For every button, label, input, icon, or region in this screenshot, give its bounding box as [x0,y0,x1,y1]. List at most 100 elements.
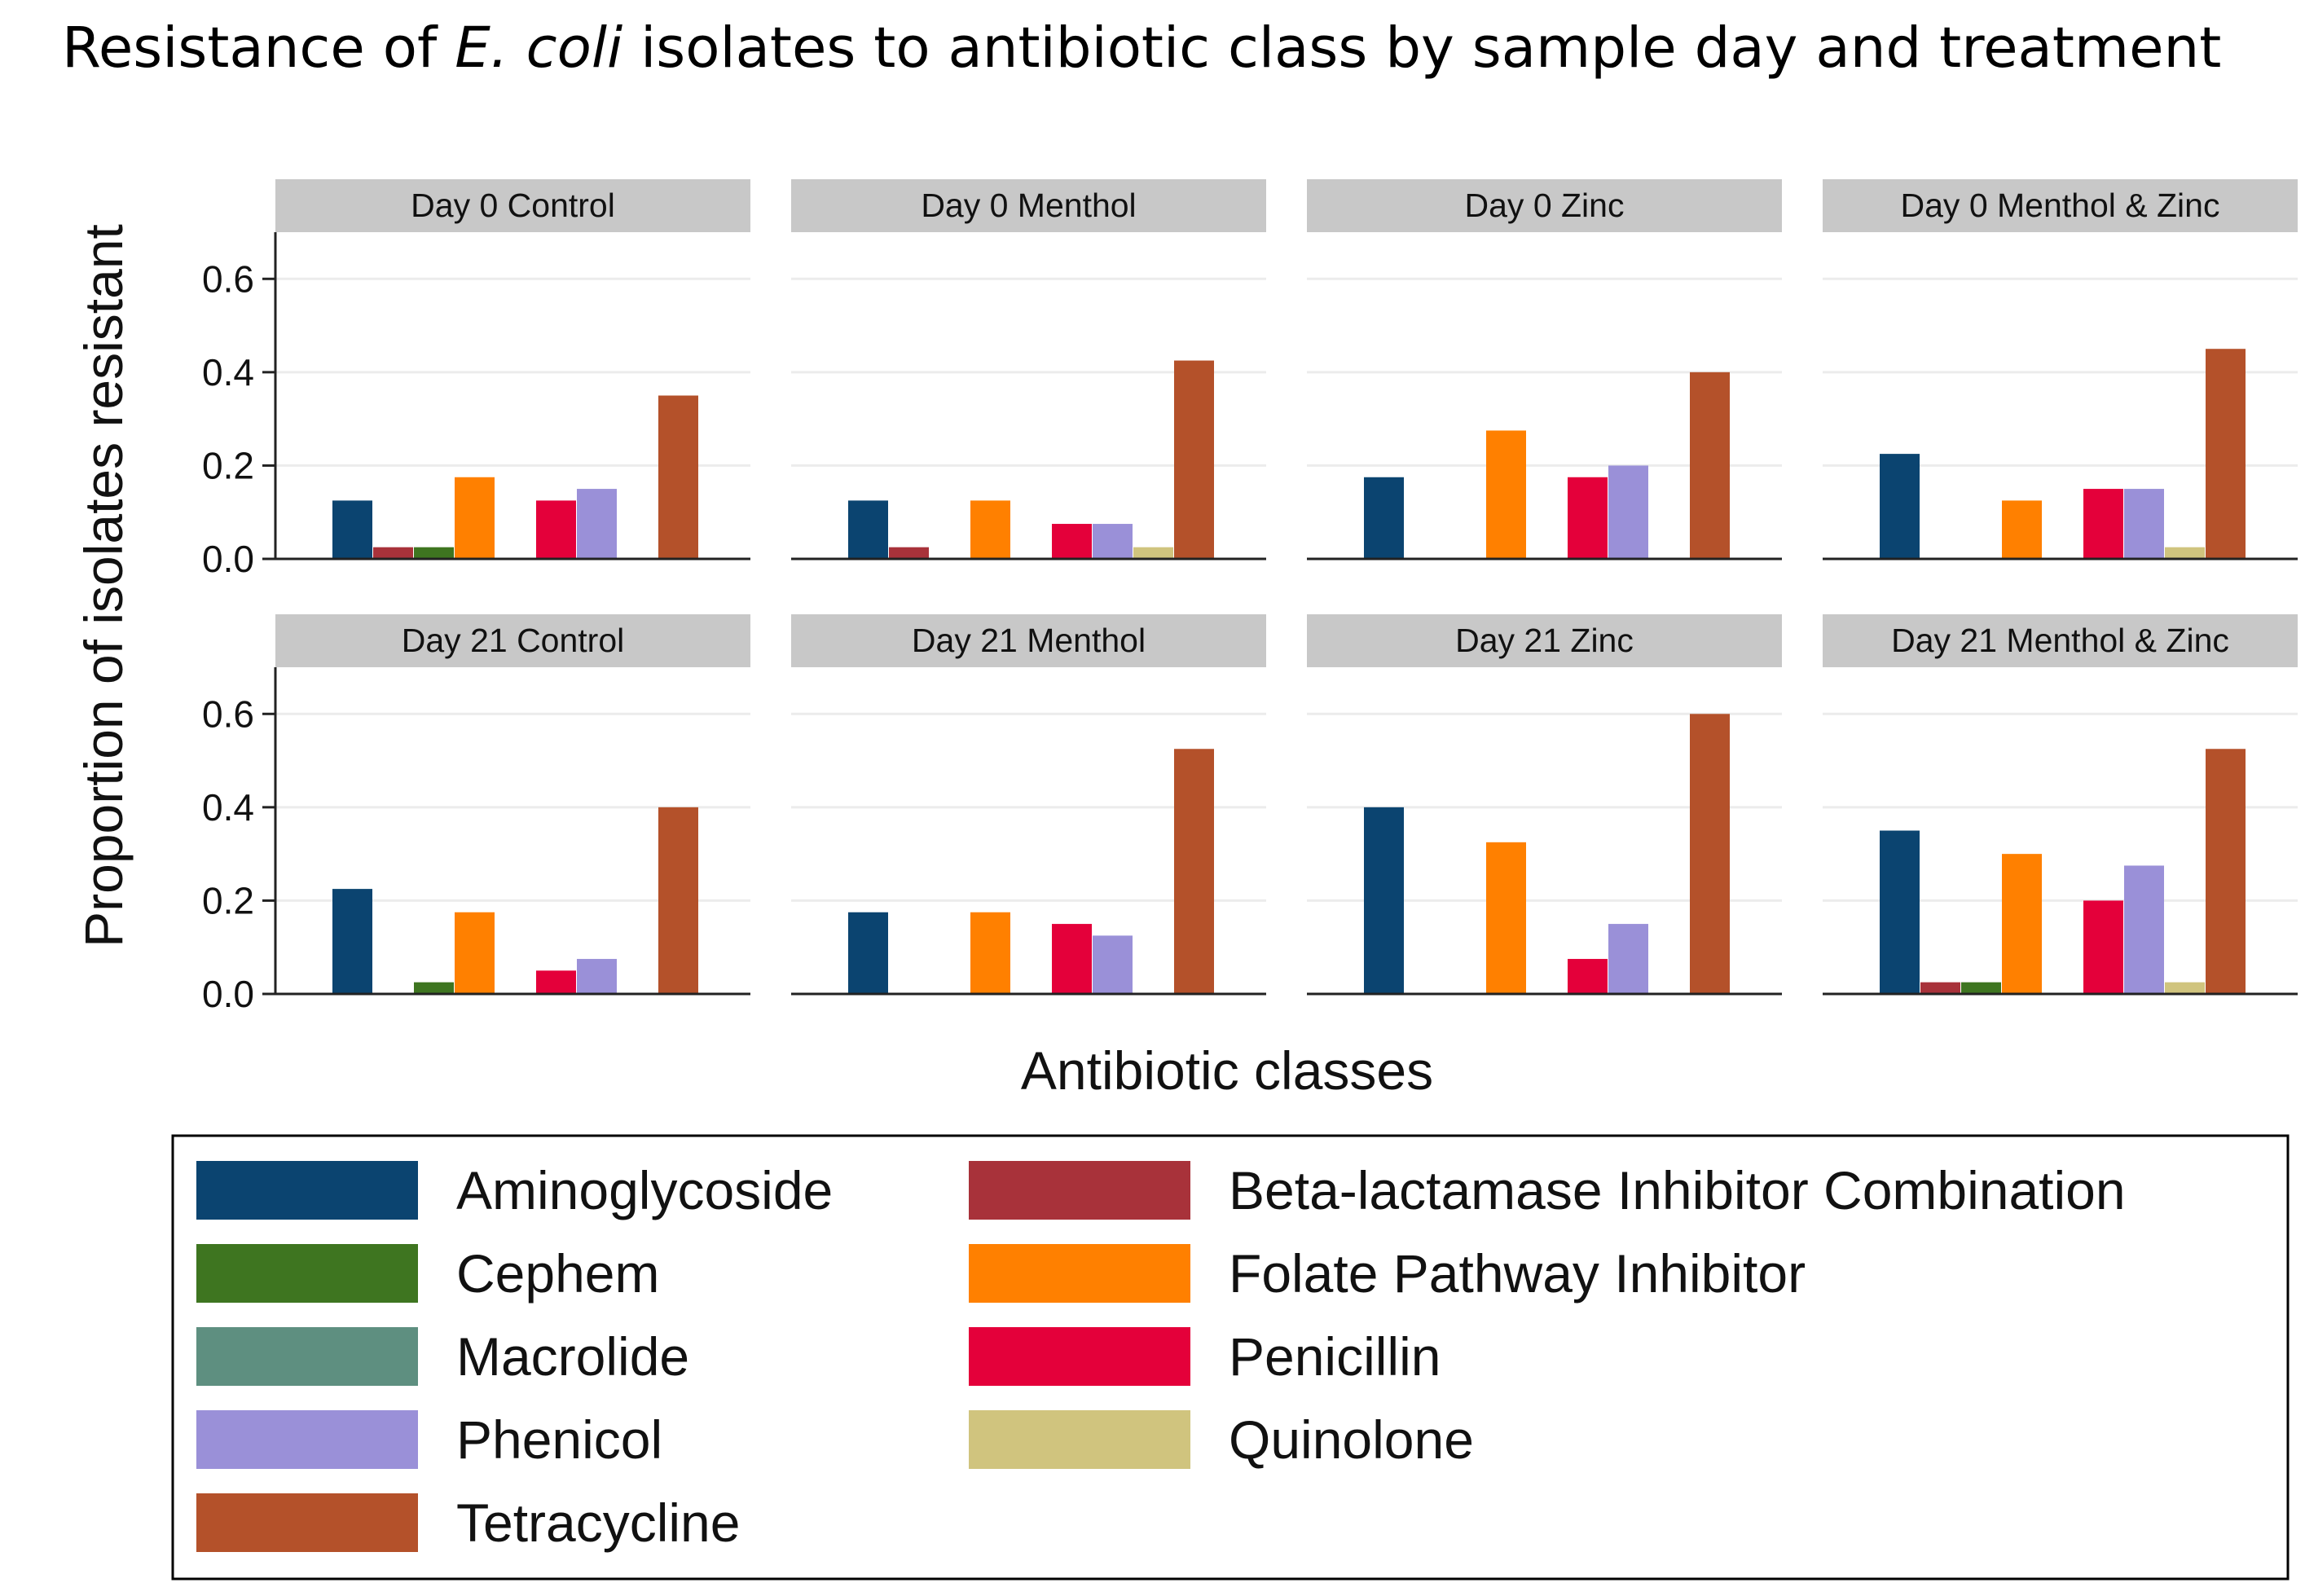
bar [332,500,372,559]
facet-label: Day 0 Menthol & Zinc [1901,187,2220,224]
y-axis: 0.0 0.2 0.4 0.6 [202,232,277,580]
legend-swatch [969,1244,1190,1303]
legend-swatch [969,1327,1190,1386]
facet-strip [1823,179,2298,232]
bar [889,547,929,559]
legend-label: Beta-lactamase Inhibitor Combination [1229,1160,2126,1220]
legend-label: Penicillin [1229,1326,1441,1387]
facet-panel: Day 21 Zinc [1307,614,1782,996]
bar [1920,982,1960,994]
y-tick-label: 0.2 [202,444,254,486]
facet-panel: Day 21 Menthol & Zinc [1823,614,2298,996]
facet-label: Day 0 Menthol [921,187,1136,224]
bar [1093,935,1133,994]
facet-label: Day 21 Menthol & Zinc [1891,622,2229,659]
y-tick-label: 0.6 [202,692,254,735]
legend-swatch [969,1410,1190,1469]
bar [1133,547,1173,559]
bar [577,959,617,994]
bar [970,500,1010,559]
bar [536,500,576,559]
bar [1880,454,1920,559]
legend-item: Aminoglycoside [196,1160,833,1220]
bar [1052,524,1092,559]
chart-title-prefix: Resistance of [62,15,455,81]
facet-label: Day 0 Control [411,187,615,224]
bar [332,889,372,994]
facet-panel: Day 21 Menthol [791,614,1266,996]
chart-title: Resistance of E. coli isolates to antibi… [62,15,2221,82]
bar [414,547,454,559]
bar [455,477,495,559]
y-tick-label: 0.4 [202,351,254,394]
bar [2083,489,2123,559]
bar [2165,982,2205,994]
bar [970,912,1010,994]
legend-swatch [196,1410,418,1469]
bar [1486,842,1526,994]
bar [848,912,888,994]
legend: Aminoglycoside Beta-lactamase Inhibitor C… [171,1134,2290,1581]
bar [1608,465,1648,559]
bar [1093,524,1133,559]
y-tick-label: 0.6 [202,257,254,300]
facet-panel: Day 0 Menthol & Zinc [1823,179,2298,561]
bar [2165,547,2205,559]
facet-label: Day 0 Zinc [1465,187,1625,224]
bar [2124,489,2164,559]
legend-swatch [196,1493,418,1552]
facet-strip [791,179,1266,232]
legend-item: Tetracycline [196,1493,740,1553]
bar [455,912,495,994]
legend-label: Folate Pathway Inhibitor [1229,1243,1806,1304]
facet-label: Day 21 Menthol [912,622,1146,659]
bar [848,500,888,559]
bar [1486,430,1526,559]
bar [1690,372,1730,559]
legend-label: Cephem [456,1243,659,1304]
bar [2206,349,2246,559]
legend-swatch [969,1161,1190,1220]
bar [2206,749,2246,994]
bar [1608,924,1648,994]
legend-item: Cephem [196,1243,659,1304]
bar [1568,477,1608,559]
facet-panel: Day 0 Zinc [1307,179,1782,561]
facet-label: Day 21 Zinc [1455,622,1634,659]
legend-item: Quinolone [969,1409,1474,1470]
y-tick-label: 0.0 [202,973,254,1015]
facet-strip [1307,179,1782,232]
bar [1174,360,1214,559]
y-axis: 0.0 0.2 0.4 0.6 [202,667,277,1015]
bar [658,395,698,559]
chart-title-organism: E. coli [455,15,623,81]
bar [1690,714,1730,994]
bar [1174,749,1214,994]
legend-item: Macrolide [196,1326,689,1387]
legend-item: Phenicol [196,1409,662,1470]
facet-strip [791,614,1266,667]
legend-label: Quinolone [1229,1409,1474,1470]
bar [536,970,576,994]
legend-item: Folate Pathway Inhibitor [969,1243,1806,1304]
legend-item: Penicillin [969,1326,1441,1387]
facet-panel: Day 21 Control [275,614,750,996]
legend-label: Phenicol [456,1409,662,1470]
bar [373,547,413,559]
legend-label: Macrolide [456,1326,689,1387]
bar [1961,982,2001,994]
bar [658,807,698,994]
legend-swatch [196,1327,418,1386]
bar [1364,807,1404,994]
legend-swatch [196,1161,418,1220]
facet-strip [1823,614,2298,667]
bar [414,982,454,994]
facet-panel: Day 0 Control [275,179,750,561]
bar [1364,477,1404,559]
y-tick-label: 0.4 [202,786,254,829]
bar [1568,959,1608,994]
bar [2083,900,2123,994]
bar [2002,500,2042,559]
legend-label: Aminoglycoside [456,1160,833,1220]
